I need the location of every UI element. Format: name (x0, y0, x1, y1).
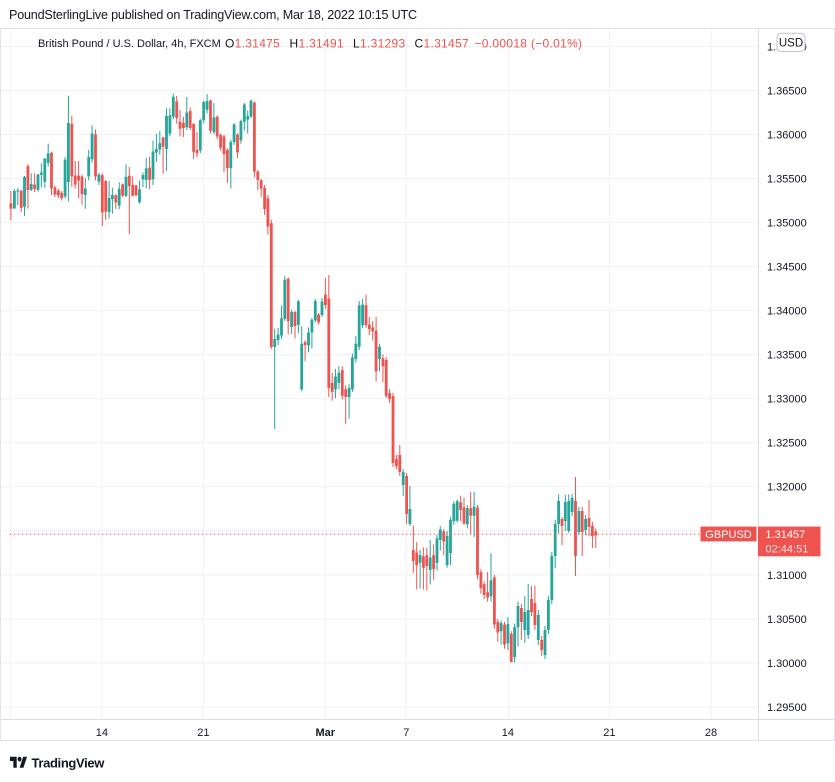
svg-text:1.32500: 1.32500 (767, 438, 807, 450)
svg-text:O1.31475: O1.31475 (225, 36, 280, 50)
svg-text:02:44:51: 02:44:51 (766, 543, 809, 555)
svg-text:PoundSterlingLive published on: PoundSterlingLive published on TradingVi… (9, 8, 417, 22)
svg-text:1.32000: 1.32000 (767, 482, 807, 494)
svg-text:1.29500: 1.29500 (767, 702, 807, 714)
svg-text:L1.31293: L1.31293 (353, 36, 405, 50)
svg-text:14: 14 (96, 727, 108, 739)
svg-text:1.36500: 1.36500 (767, 85, 807, 97)
svg-text:1.30500: 1.30500 (767, 614, 807, 626)
svg-text:1.31000: 1.31000 (767, 570, 807, 582)
svg-text:14: 14 (502, 727, 514, 739)
svg-text:21: 21 (603, 727, 615, 739)
svg-text:1.35500: 1.35500 (767, 173, 807, 185)
svg-text:1.34500: 1.34500 (767, 262, 807, 274)
svg-text:28: 28 (705, 727, 717, 739)
svg-text:1.33000: 1.33000 (767, 394, 807, 406)
svg-text:21: 21 (197, 727, 209, 739)
svg-text:TradingView: TradingView (32, 756, 106, 771)
svg-text:H1.31491: H1.31491 (290, 36, 344, 50)
svg-text:British Pound / U.S. Dollar, 4: British Pound / U.S. Dollar, 4h, FXCM (38, 38, 221, 50)
svg-text:1.36000: 1.36000 (767, 129, 807, 141)
svg-text:Mar: Mar (316, 727, 336, 739)
svg-text:C1.31457: C1.31457 (415, 36, 469, 50)
svg-text:1.35000: 1.35000 (767, 218, 807, 230)
svg-text:1.31457: 1.31457 (766, 529, 806, 541)
svg-text:1.30000: 1.30000 (767, 658, 807, 670)
svg-text:USD: USD (779, 38, 803, 50)
svg-text:GBPUSD: GBPUSD (705, 529, 752, 541)
svg-text:7: 7 (403, 727, 409, 739)
svg-text:1.33500: 1.33500 (767, 350, 807, 362)
svg-text:1.34000: 1.34000 (767, 306, 807, 318)
svg-text:−0.00018 (−0.01%): −0.00018 (−0.01%) (475, 36, 583, 50)
